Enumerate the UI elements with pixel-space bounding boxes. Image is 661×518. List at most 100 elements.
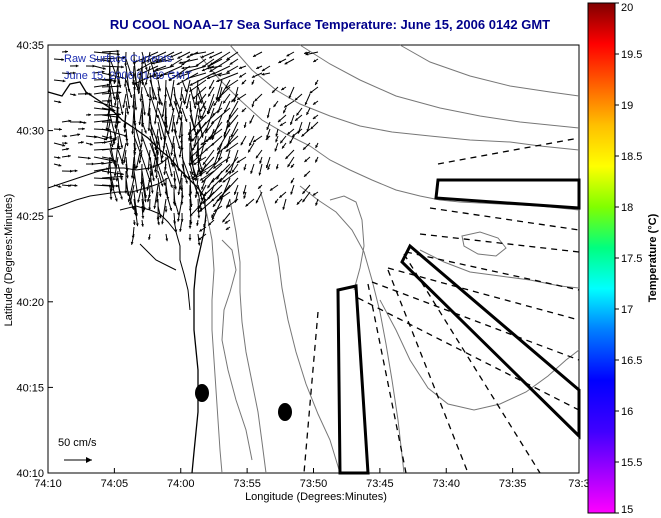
current-vector bbox=[138, 72, 143, 95]
current-vector-head bbox=[154, 147, 157, 151]
current-vector-head bbox=[61, 58, 65, 61]
current-vector-head bbox=[304, 102, 308, 106]
current-vector-head bbox=[124, 190, 128, 194]
current-vector-head bbox=[106, 167, 110, 171]
current-vector-head bbox=[229, 62, 233, 65]
current-vector bbox=[133, 128, 136, 151]
current-vector-head bbox=[315, 145, 318, 148]
current-vector-head bbox=[158, 88, 162, 92]
current-vector-head bbox=[255, 200, 259, 204]
current-vector-head bbox=[152, 97, 155, 100]
current-vector-head bbox=[303, 147, 306, 150]
current-vector-head bbox=[201, 115, 204, 119]
current-vector-head bbox=[174, 186, 177, 190]
current-vector-head bbox=[118, 147, 122, 150]
current-vector bbox=[152, 65, 175, 73]
current-vector-head bbox=[213, 103, 217, 106]
current-vector-head bbox=[120, 111, 124, 115]
current-vector-head bbox=[111, 147, 114, 151]
current-vector-head bbox=[265, 165, 269, 168]
current-vector-head bbox=[135, 223, 139, 227]
current-vector-head bbox=[184, 89, 188, 93]
y-tick-label: 40:20 bbox=[16, 297, 44, 309]
current-vector-head bbox=[181, 66, 185, 70]
current-vector-head bbox=[313, 59, 317, 62]
current-vector bbox=[107, 156, 111, 175]
current-vector-head bbox=[127, 199, 131, 203]
current-vector-head bbox=[160, 102, 163, 106]
current-vector-head bbox=[251, 81, 255, 85]
current-vector-head bbox=[113, 159, 117, 163]
current-vector bbox=[133, 135, 143, 158]
current-vector bbox=[133, 170, 138, 193]
current-vector bbox=[117, 93, 124, 115]
current-vector bbox=[155, 156, 159, 179]
current-vector-head bbox=[154, 97, 157, 101]
current-vector-head bbox=[170, 152, 174, 156]
current-vector bbox=[129, 184, 135, 206]
current-vector bbox=[222, 170, 239, 183]
current-vector-head bbox=[186, 55, 190, 58]
current-vector-head bbox=[88, 113, 91, 117]
current-vector-head bbox=[152, 178, 155, 182]
current-vector bbox=[206, 93, 215, 115]
scale-arrow bbox=[64, 457, 92, 463]
current-vector-head bbox=[135, 190, 139, 193]
current-vector bbox=[173, 100, 182, 121]
current-vector-head bbox=[223, 132, 227, 135]
current-vector-head bbox=[233, 99, 237, 103]
current-vector-head bbox=[198, 115, 202, 119]
current-vector-head bbox=[241, 81, 245, 85]
current-vector bbox=[101, 170, 124, 175]
current-vector bbox=[225, 156, 239, 173]
current-vector-head bbox=[110, 144, 114, 147]
current-vector-head bbox=[206, 66, 210, 70]
current-vector bbox=[213, 142, 223, 166]
current-vector-head bbox=[123, 160, 126, 164]
current-vector-head bbox=[201, 68, 205, 72]
current-vector bbox=[156, 51, 175, 63]
current-vector-head bbox=[234, 191, 237, 195]
current-vector-head bbox=[290, 122, 293, 125]
current-vector-head bbox=[209, 55, 213, 59]
current-vector-head bbox=[141, 223, 144, 227]
map-plot-area: Raw Surface Currents June 15, 2006 01:00… bbox=[47, 44, 581, 475]
x-tick-label: 73:55 bbox=[233, 478, 261, 490]
current-vector bbox=[165, 170, 173, 188]
current-vector-head bbox=[160, 183, 164, 187]
current-vector-head bbox=[249, 142, 252, 146]
current-vector bbox=[165, 191, 172, 211]
current-vector bbox=[165, 142, 174, 166]
current-vector-head bbox=[243, 167, 247, 171]
current-vector-head bbox=[249, 120, 253, 124]
current-vector-head bbox=[146, 199, 150, 203]
station-marker bbox=[195, 384, 209, 402]
colorbar-tick-label: 15.5 bbox=[621, 457, 642, 469]
current-vector-head bbox=[258, 185, 261, 189]
current-vector-head bbox=[179, 111, 183, 115]
current-vector-head bbox=[193, 105, 197, 109]
y-tick-label: 40:15 bbox=[16, 382, 44, 394]
colorbar bbox=[587, 2, 616, 514]
current-vector-head bbox=[223, 100, 226, 104]
current-vector-head bbox=[250, 170, 253, 174]
current-vector-head bbox=[109, 197, 113, 200]
current-vector-head bbox=[302, 191, 306, 194]
current-vector-head bbox=[209, 86, 212, 90]
current-vector bbox=[141, 79, 150, 98]
current-vector bbox=[93, 90, 111, 95]
current-vector-head bbox=[199, 209, 203, 212]
current-vector-head bbox=[59, 127, 62, 131]
current-vector-head bbox=[279, 123, 283, 126]
current-vector-head bbox=[189, 213, 193, 217]
current-vector-head bbox=[91, 162, 95, 166]
current-vector-head bbox=[212, 203, 216, 207]
current-vector-head bbox=[64, 134, 68, 138]
current-vector-head bbox=[194, 178, 198, 182]
current-vector-head bbox=[207, 111, 211, 115]
current-vector-head bbox=[124, 63, 128, 67]
current-vector-head bbox=[312, 116, 316, 119]
current-vector-head bbox=[178, 135, 182, 139]
current-vector bbox=[189, 51, 207, 56]
current-vector-head bbox=[266, 127, 270, 130]
